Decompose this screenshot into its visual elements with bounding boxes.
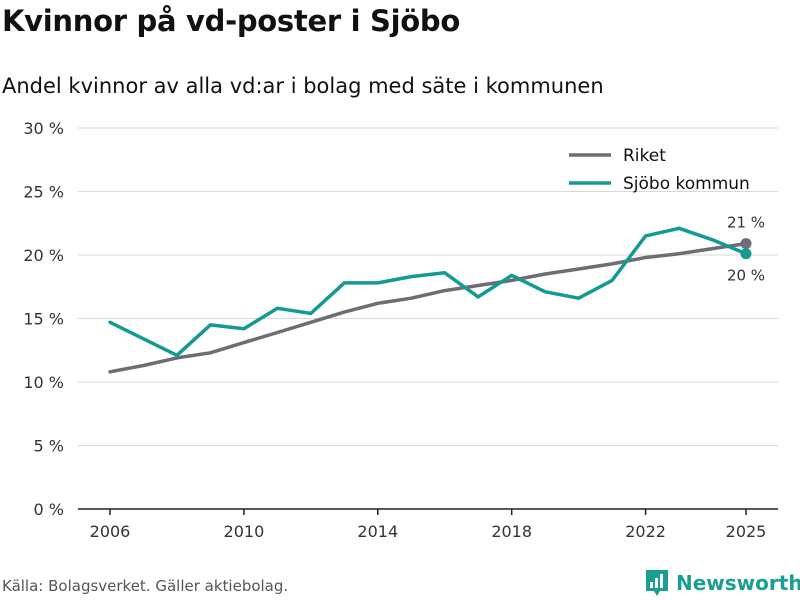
x-tick-label: 2025 <box>726 522 767 541</box>
legend-label: Riket <box>623 146 666 166</box>
brand-name: Newsworthy <box>676 571 800 595</box>
y-tick-label: 15 % <box>23 310 64 329</box>
x-tick-label: 2018 <box>491 522 532 541</box>
y-tick-label: 20 % <box>23 246 64 265</box>
legend-label: Sjöbo kommun <box>623 174 750 194</box>
brand-logo[interactable]: Newsworthy <box>644 568 800 598</box>
y-tick-label: 30 % <box>23 119 64 138</box>
newsworthy-logo-icon <box>646 570 668 596</box>
series-line-sjobo-kommun <box>108 226 748 358</box>
chart-subtitle: Andel kvinnor av alla vd:ar i bolag med … <box>2 74 604 98</box>
y-tick-label: 25 % <box>23 183 64 202</box>
end-point-riket <box>740 238 752 250</box>
y-tick-label: 0 % <box>34 500 64 519</box>
y-axis-tick-labels: 0 % 5 % 10 % 15 % 20 % 25 % 30 % <box>23 119 64 519</box>
y-tick-label: 5 % <box>34 437 64 456</box>
series-line-riket <box>108 241 748 374</box>
chart-title: Kvinnor på vd-poster i Sjöbo <box>2 4 460 38</box>
end-value-labels: 21 % 20 % <box>727 214 765 285</box>
y-tick-label: 10 % <box>23 373 64 392</box>
legend: Riket Sjöbo kommun <box>569 146 750 194</box>
x-axis: 2006 2010 2014 2018 2022 2025 <box>78 508 778 541</box>
x-tick-label: 2006 <box>90 522 131 541</box>
x-tick-label: 2010 <box>224 522 265 541</box>
end-value-label: 21 % <box>727 214 765 232</box>
source-note: Källa: Bolagsverket. Gäller aktiebolag. <box>2 577 289 595</box>
end-point-sjobo-kommun <box>740 248 752 260</box>
end-value-label: 20 % <box>727 267 765 285</box>
x-tick-label: 2014 <box>357 522 398 541</box>
series-lines <box>108 226 752 374</box>
x-tick-label: 2022 <box>625 522 666 541</box>
